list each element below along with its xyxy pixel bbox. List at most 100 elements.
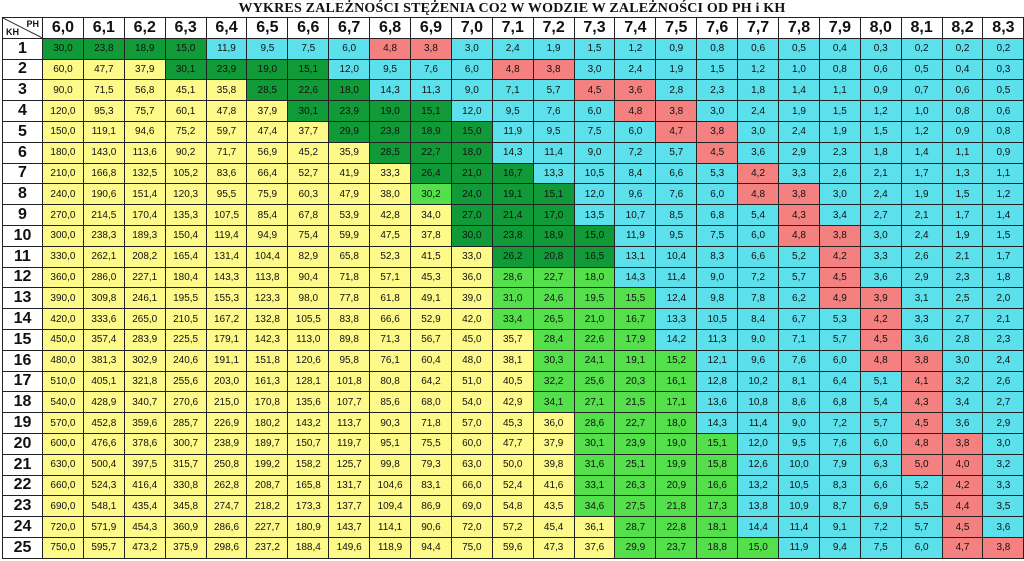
co2-cell: 45,1 bbox=[165, 80, 207, 102]
co2-cell: 104,6 bbox=[370, 475, 412, 497]
co2-cell: 143,3 bbox=[206, 267, 248, 289]
co2-cell: 8,7 bbox=[819, 496, 861, 518]
co2-cell: 428,9 bbox=[83, 392, 125, 414]
co2-cell: 30,0 bbox=[43, 38, 84, 60]
co2-cell: 4,2 bbox=[942, 475, 984, 497]
co2-cell: 90,2 bbox=[165, 142, 207, 164]
ph-column-header: 6,3 bbox=[165, 18, 207, 39]
co2-cell: 0,8 bbox=[819, 59, 861, 81]
co2-cell: 0,3 bbox=[983, 59, 1024, 81]
co2-cell: 33,3 bbox=[370, 163, 412, 185]
co2-cell: 9,5 bbox=[656, 225, 698, 247]
co2-cell: 1,5 bbox=[983, 225, 1024, 247]
co2-cell: 45,3 bbox=[492, 413, 534, 434]
co2-cell: 85,6 bbox=[370, 392, 412, 414]
co2-cell: 208,2 bbox=[124, 246, 166, 268]
co2-cell: 28,6 bbox=[492, 267, 534, 289]
co2-cell: 83,8 bbox=[329, 309, 371, 330]
co2-cell: 548,1 bbox=[83, 496, 125, 518]
ph-column-header: 7,0 bbox=[451, 18, 493, 39]
co2-cell: 1,4 bbox=[983, 205, 1024, 226]
co2-cell: 345,8 bbox=[165, 496, 207, 518]
co2-cell: 3,9 bbox=[860, 288, 902, 310]
co2-cell: 4,7 bbox=[656, 121, 698, 143]
co2-cell: 0,8 bbox=[697, 38, 739, 60]
co2-cell: 72,0 bbox=[451, 517, 493, 538]
co2-cell: 38,1 bbox=[492, 350, 534, 372]
co2-cell: 22,6 bbox=[288, 80, 330, 102]
co2-cell: 9,1 bbox=[819, 517, 861, 538]
co2-cell: 3,8 bbox=[983, 537, 1024, 559]
co2-cell: 33,1 bbox=[574, 475, 616, 497]
co2-cell: 5,7 bbox=[779, 267, 820, 289]
co2-cell: 119,4 bbox=[206, 225, 248, 247]
co2-cell: 1,1 bbox=[983, 163, 1024, 185]
co2-cell: 500,4 bbox=[83, 454, 125, 476]
kh-row-header: 6 bbox=[3, 142, 43, 164]
co2-cell: 1,9 bbox=[819, 121, 861, 143]
co2-cell: 18,1 bbox=[697, 517, 739, 538]
co2-cell: 255,6 bbox=[165, 371, 207, 393]
co2-cell: 214,5 bbox=[83, 205, 125, 226]
co2-cell: 19,1 bbox=[492, 184, 534, 206]
co2-cell: 3,0 bbox=[697, 101, 739, 122]
co2-cell: 180,4 bbox=[165, 267, 207, 289]
co2-cell: 750,0 bbox=[43, 537, 84, 559]
co2-cell: 52,9 bbox=[411, 309, 452, 330]
co2-cell: 321,8 bbox=[124, 371, 166, 393]
co2-cell: 2,5 bbox=[942, 288, 984, 310]
co2-cell: 14,3 bbox=[697, 413, 739, 434]
co2-cell: 2,7 bbox=[860, 205, 902, 226]
kh-row-header: 9 bbox=[3, 205, 43, 226]
kh-row-header: 4 bbox=[3, 101, 43, 122]
co2-cell: 155,3 bbox=[206, 288, 248, 310]
co2-cell: 30,3 bbox=[533, 350, 575, 372]
co2-cell: 107,5 bbox=[206, 205, 248, 226]
co2-cell: 6,0 bbox=[738, 225, 780, 247]
co2-cell: 26,4 bbox=[411, 163, 452, 185]
co2-cell: 2,6 bbox=[819, 163, 861, 185]
co2-cell: 4,8 bbox=[901, 433, 943, 455]
co2-cell: 9,5 bbox=[533, 121, 575, 143]
co2-cell: 3,4 bbox=[942, 392, 984, 414]
co2-cell: 54,0 bbox=[451, 392, 493, 414]
co2-cell: 2,3 bbox=[697, 80, 739, 102]
co2-cell: 34,6 bbox=[574, 496, 616, 518]
co2-cell: 9,5 bbox=[779, 433, 820, 455]
co2-cell: 15,2 bbox=[656, 350, 698, 372]
co2-cell: 7,1 bbox=[779, 329, 820, 351]
co2-cell: 0,4 bbox=[942, 59, 984, 81]
co2-cell: 47,9 bbox=[329, 184, 371, 206]
co2-cell: 98,0 bbox=[288, 288, 330, 310]
co2-cell: 8,4 bbox=[615, 163, 657, 185]
co2-cell: 270,0 bbox=[43, 205, 84, 226]
co2-cell: 113,8 bbox=[247, 267, 289, 289]
ph-column-header: 6,0 bbox=[43, 18, 84, 39]
co2-cell: 28,5 bbox=[247, 80, 289, 102]
co2-cell: 12,0 bbox=[329, 59, 371, 81]
kh-row-header: 18 bbox=[3, 392, 43, 414]
co2-cell: 3,3 bbox=[779, 163, 820, 185]
co2-cell: 12,0 bbox=[451, 101, 493, 122]
co2-cell: 283,9 bbox=[124, 329, 166, 351]
co2-cell: 179,1 bbox=[206, 329, 248, 351]
co2-cell: 6,0 bbox=[574, 101, 616, 122]
co2-cell: 37,9 bbox=[124, 59, 166, 81]
co2-cell: 75,4 bbox=[288, 225, 330, 247]
co2-cell: 360,0 bbox=[43, 267, 84, 289]
co2-cell: 14,4 bbox=[738, 517, 780, 538]
co2-cell: 22,6 bbox=[574, 329, 616, 351]
co2-cell: 240,0 bbox=[43, 184, 84, 206]
co2-cell: 4,5 bbox=[574, 80, 616, 102]
kh-row-header: 12 bbox=[3, 267, 43, 289]
co2-cell: 9,5 bbox=[492, 101, 534, 122]
co2-cell: 24,0 bbox=[451, 184, 493, 206]
co2-cell: 5,5 bbox=[901, 496, 943, 518]
co2-cell: 2,3 bbox=[942, 267, 984, 289]
co2-cell: 9,6 bbox=[615, 184, 657, 206]
co2-cell: 25,6 bbox=[574, 371, 616, 393]
co2-cell: 227,7 bbox=[247, 517, 289, 538]
ph-column-header: 7,9 bbox=[819, 18, 861, 39]
co2-cell: 75,0 bbox=[451, 537, 493, 559]
co2-cell: 3,2 bbox=[942, 371, 984, 393]
